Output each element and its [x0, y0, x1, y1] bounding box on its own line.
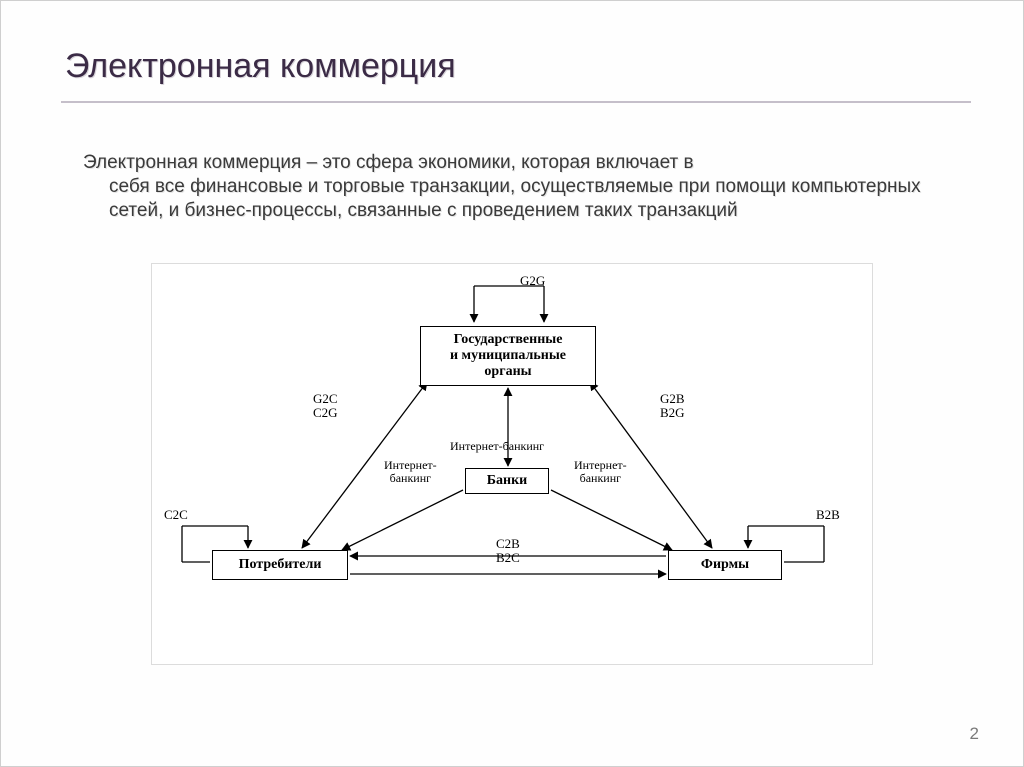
slide: Электронная коммерция Электронная коммер…: [0, 0, 1024, 767]
node-government: Государственныеи муниципальныеорганы: [420, 326, 596, 386]
slide-title: Электронная коммерция: [65, 47, 456, 86]
label-c2b-b2c: C2BB2C: [496, 537, 520, 566]
node-firms: Фирмы: [668, 550, 782, 580]
label-internet-banking-left: Интернет-банкинг: [384, 459, 437, 485]
label-internet-banking-right: Интернет-банкинг: [574, 459, 627, 485]
node-banks: Банки: [465, 468, 549, 494]
ecommerce-diagram: Государственныеи муниципальныеорганы Бан…: [151, 263, 873, 665]
slide-body: Электронная коммерция – это сфера эконом…: [83, 151, 953, 222]
label-g2c-c2g: G2CC2G: [313, 392, 338, 421]
page-number: 2: [970, 724, 979, 744]
label-g2g: G2G: [520, 274, 545, 288]
body-rest: себя все финансовые и торговые транзакци…: [83, 175, 953, 223]
label-c2c: C2C: [164, 508, 188, 522]
node-consumers: Потребители: [212, 550, 348, 580]
label-internet-banking-center: Интернет-банкинг: [450, 440, 544, 453]
label-b2b: B2B: [816, 508, 840, 522]
title-underline: [61, 101, 971, 103]
body-lead: Электронная коммерция – это сфера эконом…: [83, 152, 694, 173]
label-g2b-b2g: G2BB2G: [660, 392, 685, 421]
diagram-edges: [152, 264, 872, 664]
